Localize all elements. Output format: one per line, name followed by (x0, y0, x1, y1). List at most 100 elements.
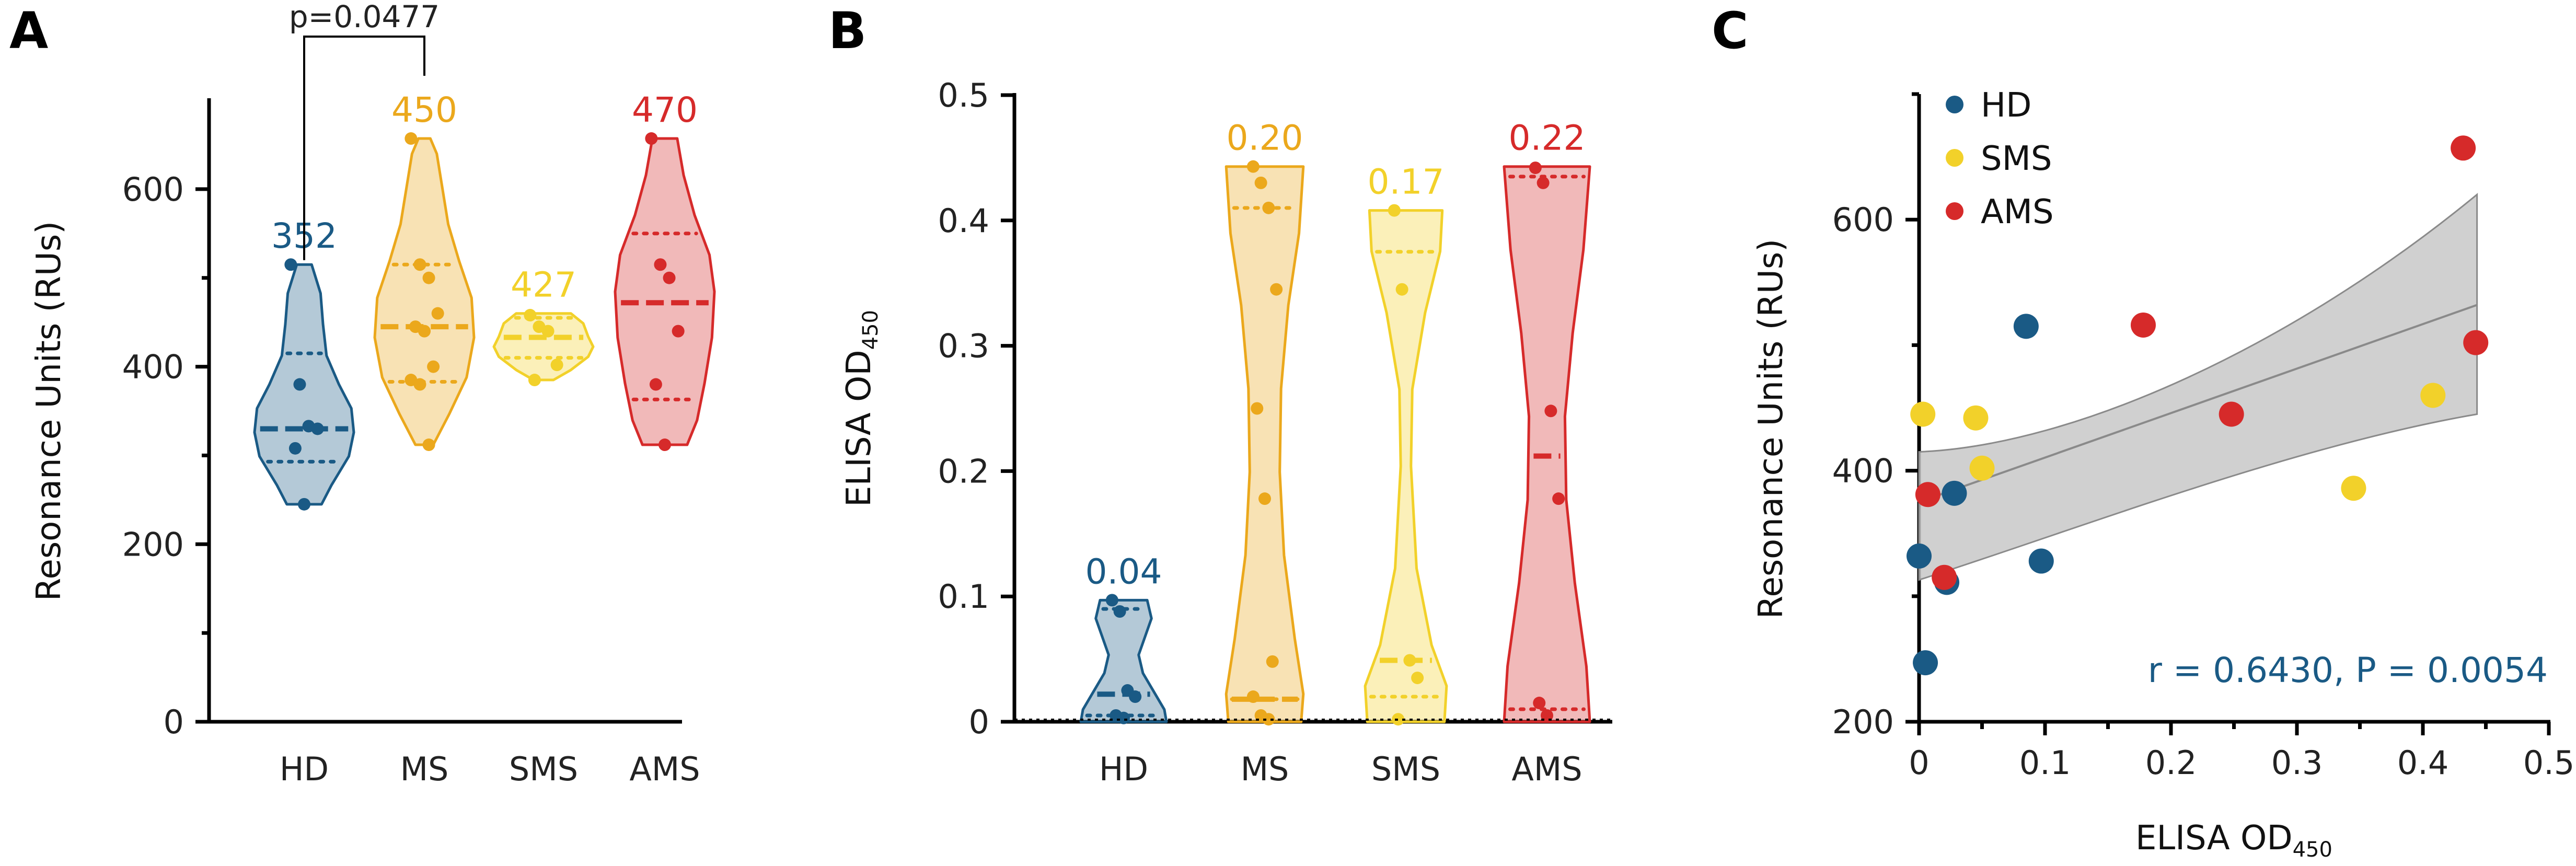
data-point-ams (1529, 161, 1542, 175)
x-tick-label: HD (1099, 750, 1148, 788)
data-point-sms (1403, 654, 1416, 667)
data-point-hd (1113, 605, 1126, 618)
x-tick-label: MS (1241, 750, 1289, 788)
data-point-ms (431, 307, 444, 320)
data-point-hd (2013, 314, 2039, 339)
correlation-annotation: r = 0.6430, P = 0.0054 (2148, 650, 2548, 690)
x-axis-label-subscript: 450 (2293, 838, 2332, 862)
y-axis-label: ELISA OD450 (840, 310, 883, 507)
y-tick-label: 0.5 (938, 76, 989, 114)
data-point-hd (1907, 543, 1932, 569)
data-point-ams (1915, 482, 1940, 507)
legend-marker-ams (1946, 202, 1963, 220)
x-tick-label: 0 (1909, 744, 1929, 782)
y-tick-label: 0.4 (938, 202, 989, 240)
data-point-ams (645, 132, 658, 145)
data-point-ams (654, 258, 667, 271)
data-point-sms (1963, 405, 1989, 431)
data-point-ms (1258, 492, 1271, 505)
x-tick-label: 0.3 (2271, 744, 2323, 782)
data-point-ms (1262, 201, 1275, 214)
data-point-sms (1388, 204, 1401, 217)
data-point-ams (663, 271, 676, 284)
y-tick-label: 400 (1832, 452, 1894, 490)
legend-label-hd: HD (1981, 86, 2031, 125)
data-point-ms (1262, 713, 1275, 726)
regression-line (1919, 304, 2478, 503)
data-point-sms (524, 309, 537, 322)
x-tick-label: AMS (1511, 750, 1582, 788)
data-point-sms (528, 374, 541, 387)
significance-label: p=0.0477 (289, 0, 440, 34)
summary-label-ams: 470 (632, 90, 698, 130)
y-tick-label: 0 (969, 703, 989, 741)
y-axis-label: Resonance Units (RUs) (1752, 239, 1791, 619)
violin-hd (1079, 598, 1168, 723)
data-point-sms (550, 359, 563, 372)
data-point-ams (2463, 330, 2489, 355)
data-point-hd (1129, 690, 1142, 703)
data-point-ms (413, 258, 426, 271)
data-point-ms (1246, 690, 1260, 703)
data-point-sms (1392, 713, 1405, 726)
panel-label-a: A (9, 2, 48, 60)
data-point-ams (1932, 564, 1957, 590)
data-point-ms (422, 271, 435, 284)
x-tick-label: SMS (509, 750, 578, 788)
y-tick-label: 0.3 (938, 327, 989, 365)
summary-label-ms: 0.20 (1227, 118, 1303, 158)
data-point-ams (659, 438, 671, 452)
summary-label-sms: 0.17 (1368, 162, 1445, 202)
data-point-hd (284, 258, 297, 271)
violin-chart-b: 0 0.1 0.2 0.3 0.4 0.5 ELISA OD450 HD 0.04 MS 0.20 S… (840, 76, 1612, 788)
legend-label-sms: SMS (1981, 140, 2052, 178)
x-tick-label: SMS (1371, 750, 1440, 788)
x-tick-label: 0.1 (2019, 744, 2071, 782)
y-tick-label: 0.2 (938, 452, 989, 490)
data-point-sms (1411, 672, 1424, 685)
data-point-hd (1105, 594, 1118, 607)
data-point-ams (2219, 401, 2244, 427)
violin-ms (1225, 165, 1305, 723)
y-tick-label: 400 (122, 348, 184, 386)
panel-label-b: B (828, 2, 867, 60)
data-point-hd (298, 498, 310, 511)
data-point-ms (1254, 176, 1267, 189)
y-axis-label: Resonance Units (RUs) (30, 221, 68, 601)
y-tick-label: 200 (1832, 703, 1894, 741)
y-axis-label-subscript: 450 (859, 310, 883, 350)
data-point-ms (405, 132, 418, 145)
data-point-ms (413, 378, 426, 391)
y-tick-label: 0.1 (938, 578, 989, 616)
summary-label-sms: 427 (511, 265, 576, 305)
data-point-ms (427, 360, 440, 373)
data-point-ms (1251, 402, 1264, 415)
data-point-ams (2130, 312, 2156, 338)
data-point-hd (1942, 480, 1967, 506)
data-point-sms (1969, 455, 1995, 481)
data-point-ams (1552, 492, 1565, 505)
data-point-ams (1544, 405, 1557, 418)
data-point-ams (672, 325, 685, 338)
data-point-ms (1266, 655, 1279, 668)
data-point-hd (1117, 711, 1130, 724)
data-point-ms (1270, 283, 1283, 296)
violin-sms (1364, 209, 1448, 723)
summary-label-ms: 450 (391, 90, 457, 130)
data-point-sms (1910, 401, 1936, 427)
x-tick-label: AMS (629, 750, 700, 788)
summary-label-hd: 0.04 (1085, 551, 1162, 592)
data-point-sms (2341, 476, 2366, 501)
violin-ams (1503, 165, 1591, 723)
y-tick-label: 0 (164, 703, 184, 741)
y-tick-label: 600 (122, 170, 184, 209)
confidence-band (1918, 192, 2478, 581)
x-tick-label: 0.5 (2523, 744, 2575, 782)
violin-sms (492, 312, 595, 382)
data-point-ams (1537, 176, 1550, 189)
data-point-ms (418, 325, 431, 338)
violin-ms (373, 137, 476, 446)
scatter-chart-c: 200 400 600 0 0.1 0.2 0.3 0.4 0.5 ELISA OD450 Reso… (1752, 86, 2574, 862)
